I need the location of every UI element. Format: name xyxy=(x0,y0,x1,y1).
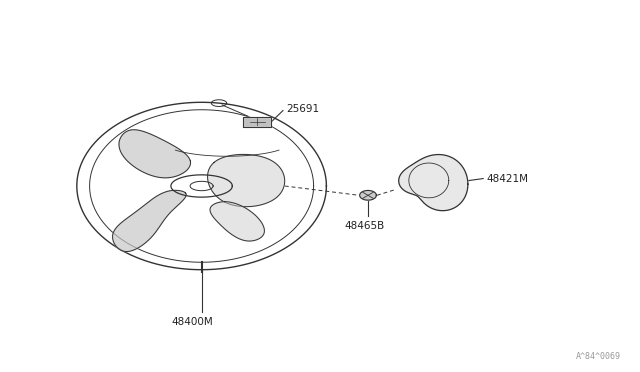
Text: 25691: 25691 xyxy=(286,104,319,114)
Polygon shape xyxy=(399,154,468,211)
Text: 48421M: 48421M xyxy=(486,174,529,183)
Text: 48465B: 48465B xyxy=(345,221,385,231)
Text: A^84^0069: A^84^0069 xyxy=(576,352,621,361)
Polygon shape xyxy=(210,202,264,241)
Polygon shape xyxy=(119,130,191,178)
Polygon shape xyxy=(360,190,376,200)
Polygon shape xyxy=(243,116,271,127)
Polygon shape xyxy=(113,190,186,251)
Polygon shape xyxy=(207,154,285,207)
Text: 48400M: 48400M xyxy=(171,317,213,327)
